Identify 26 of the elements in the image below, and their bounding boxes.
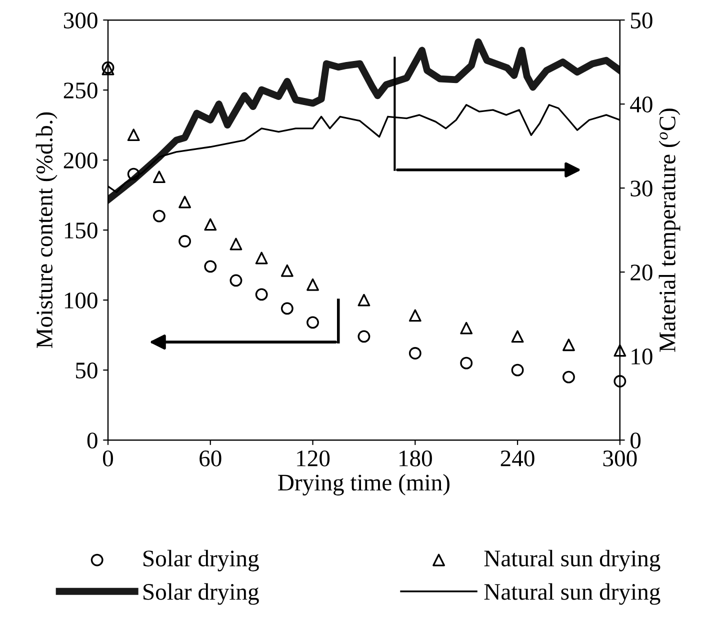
y-axis-title: Moisture content (%d.b.)	[36, 112, 58, 348]
y2-tick-label: 20	[630, 264, 652, 280]
legend-label: Natural sun drying	[484, 583, 660, 605]
legend-label: Solar drying	[144, 550, 259, 572]
legend-label: Natural sun drying	[484, 550, 660, 572]
y-tick-label: 250	[64, 82, 98, 98]
y2-axis-title: Material temperature ($^{o}$C)	[658, 108, 680, 352]
y-tick-label: 100	[64, 292, 98, 308]
legend-label: Solar drying	[144, 583, 259, 605]
y-tick-label: 50	[76, 362, 98, 378]
y-tick-label: 300	[64, 12, 98, 28]
y2-tick-label: 30	[630, 180, 652, 196]
x-tick-label: 240	[500, 450, 534, 466]
x-tick-label: 120	[297, 450, 330, 466]
y-tick-label: 0	[87, 432, 98, 448]
x-tick-label: 300	[603, 450, 637, 466]
y2-tick-label: 0	[630, 432, 641, 448]
y2-tick-label: 40	[630, 96, 652, 112]
x-axis-title: Drying time (min)	[278, 474, 450, 496]
y-tick-label: 200	[64, 152, 98, 168]
y2-tick-label: 10	[632, 348, 652, 364]
y2-tick-label: 50	[631, 12, 652, 28]
x-tick-label: 60	[200, 450, 222, 466]
y-tick-label: 150	[64, 222, 98, 238]
x-tick-label: 0	[102, 450, 114, 466]
x-tick-label: 180	[400, 450, 432, 466]
